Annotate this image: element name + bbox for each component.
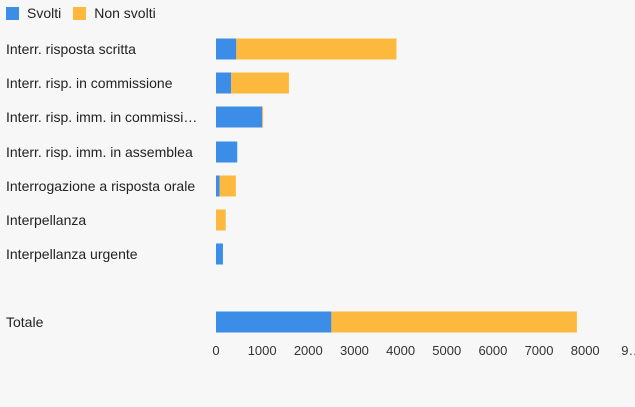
bar-svolti[interactable] — [216, 175, 220, 197]
category-label: Interr. risposta scritta — [6, 41, 136, 57]
x-tick-label: 8000 — [571, 343, 600, 358]
legend-swatch-non-svolti — [73, 6, 87, 20]
x-tick-label: 7000 — [525, 343, 554, 358]
bar-non-svolti[interactable] — [219, 175, 236, 197]
category-label: Totale — [6, 314, 44, 330]
category-label: Interr. risp. imm. in assemblea — [6, 144, 193, 160]
legend-item-svolti[interactable]: Svolti — [6, 5, 61, 21]
bar-svolti[interactable] — [216, 311, 332, 333]
bar-svolti[interactable] — [216, 72, 232, 94]
legend-label-non-svolti: Non svolti — [94, 5, 156, 21]
category-label: Interr. risp. in commissione — [6, 75, 173, 91]
x-tick-label: 6000 — [478, 343, 507, 358]
category-label: Interpellanza urgente — [6, 246, 138, 262]
x-tick-label: 5000 — [432, 343, 461, 358]
bar-svolti[interactable] — [216, 243, 223, 265]
bar-non-svolti[interactable] — [236, 38, 397, 60]
category-label: Interpellanza — [6, 212, 86, 228]
x-tick-label: 3000 — [340, 343, 369, 358]
category-label: Interrogazione a risposta orale — [6, 178, 195, 194]
bar-non-svolti[interactable] — [331, 311, 577, 333]
bar-non-svolti[interactable] — [262, 106, 264, 128]
legend: Svolti Non svolti — [6, 5, 168, 21]
bar-svolti[interactable] — [216, 38, 237, 60]
legend-swatch-svolti — [6, 6, 19, 20]
legend-item-non-svolti[interactable]: Non svolti — [73, 5, 156, 21]
bar-svolti[interactable] — [216, 106, 263, 128]
legend-label-svolti: Svolti — [27, 5, 62, 21]
bar-svolti[interactable] — [216, 141, 238, 163]
bar-non-svolti[interactable] — [231, 72, 289, 94]
x-tick-label: 1000 — [248, 343, 277, 358]
x-tick-label: 0 — [212, 343, 219, 358]
x-tick-label: 9… — [621, 343, 635, 358]
x-tick-label: 2000 — [294, 343, 323, 358]
category-label: Interr. risp. imm. in commissi… — [6, 109, 197, 125]
x-tick-label: 4000 — [386, 343, 415, 358]
bar-non-svolti[interactable] — [216, 209, 226, 231]
